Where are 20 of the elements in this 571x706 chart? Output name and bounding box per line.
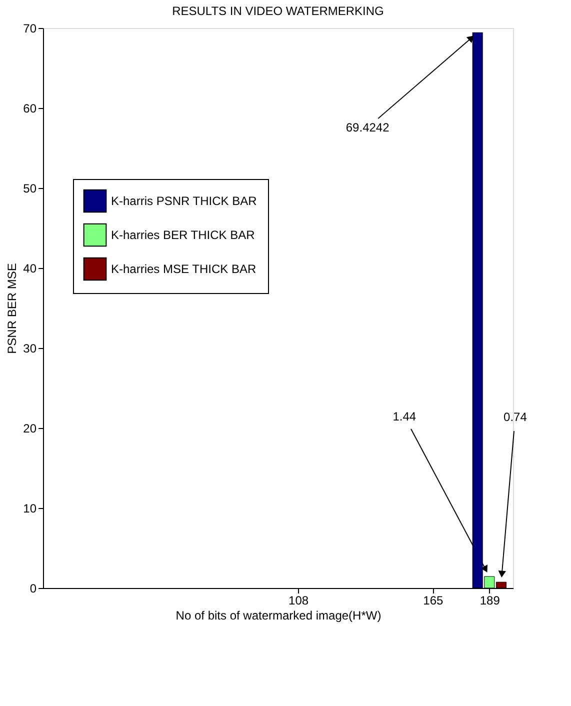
chart-title: RESULTS IN VIDEO WATERMERKING [172, 4, 384, 18]
annotation: 1.44 [392, 409, 416, 424]
legend-label: K-harris PSNR THICK BAR [111, 194, 258, 208]
x-tick-label: 108 [288, 594, 309, 608]
x-axis-title: No of bits of watermarked image(H*W) [176, 608, 382, 622]
legend-label: K-harries BER THICK BAR [111, 228, 256, 242]
y-tick-label: 50 [23, 182, 37, 196]
legend-label: K-harries MSE THICK BAR [111, 262, 256, 276]
x-tick-label: 165 [423, 594, 444, 608]
y-axis-title: PSNR BER MSE [5, 263, 20, 354]
y-tick-label: 40 [23, 262, 37, 276]
x-tick-label: 189 [480, 594, 500, 608]
annotation: 0.74 [504, 410, 528, 424]
y-tick-label: 70 [23, 22, 37, 36]
annotation: 69.4242 [346, 120, 390, 135]
y-tick-label: 60 [23, 102, 37, 116]
y-tick-label: 30 [23, 342, 37, 356]
y-tick-label: 20 [23, 422, 37, 436]
y-tick-label: 0 [30, 582, 37, 596]
y-tick-label: 10 [23, 502, 37, 516]
